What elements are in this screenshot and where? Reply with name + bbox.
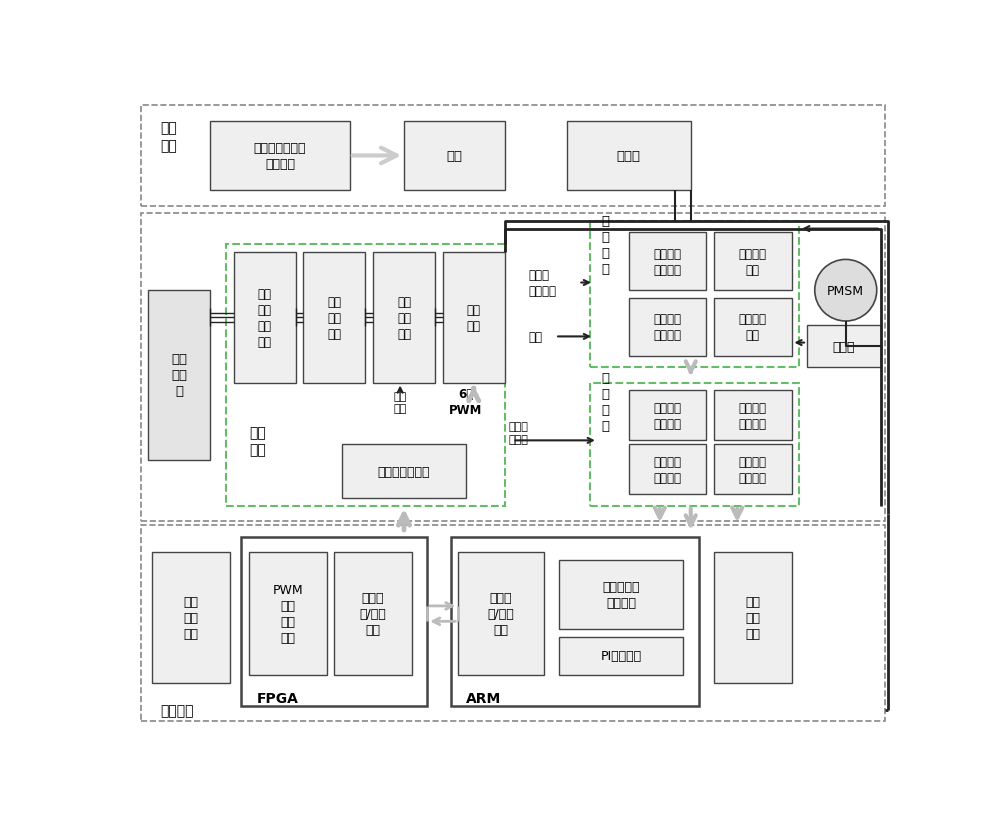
Bar [140, 526, 885, 721]
Bar [334, 552, 412, 676]
Text: 电源
管理
模块: 电源 管理 模块 [183, 595, 198, 640]
Text: PWM
信号
互锁
保护: PWM 信号 互锁 保护 [272, 584, 303, 644]
Text: 整流
滤波
模块: 整流 滤波 模块 [327, 296, 341, 340]
Bar [629, 299, 706, 356]
Text: 转子位置
检测模块: 转子位置 检测模块 [654, 313, 682, 342]
Text: 逆变
模块: 逆变 模块 [467, 303, 481, 332]
Text: 控制单元: 控制单元 [160, 703, 193, 717]
Bar [152, 552, 230, 683]
Bar [629, 445, 706, 494]
Text: 三相
交流
电: 三相 交流 电 [171, 353, 187, 398]
Text: 温度检测与风扇
驱动模块: 温度检测与风扇 驱动模块 [254, 142, 306, 171]
Text: 电流欠压
保护模块: 电流欠压 保护模块 [739, 402, 767, 431]
Bar [140, 106, 885, 206]
Text: 温度: 温度 [528, 330, 542, 344]
Text: PI电流控制: PI电流控制 [600, 650, 642, 662]
Text: 三相
进线
滤波
模块: 三相 进线 滤波 模块 [258, 287, 272, 349]
Text: 电流检测
模块: 电流检测 模块 [739, 248, 767, 277]
Text: 母线过流
保护模块: 母线过流 保护模块 [654, 455, 682, 484]
Bar [140, 214, 885, 522]
Bar [714, 233, 792, 291]
Bar [590, 383, 799, 506]
Text: 能耗
制动
模块: 能耗 制动 模块 [397, 296, 411, 340]
Text: 驱动故障
保护模块: 驱动故障 保护模块 [739, 455, 767, 484]
Bar [559, 637, 683, 676]
Text: 散热器: 散热器 [617, 150, 641, 163]
Bar [629, 233, 706, 291]
Text: ARM: ARM [466, 691, 501, 705]
Text: 检
测
单
元: 检 测 单 元 [602, 214, 610, 275]
Bar [458, 552, 544, 676]
Text: 驱动故
障信号: 驱动故 障信号 [509, 422, 528, 445]
Bar [714, 552, 792, 683]
Bar [373, 253, 435, 383]
Text: 故障诊
断/保护
模块: 故障诊 断/保护 模块 [360, 591, 386, 637]
Text: 母线电
压、电流: 母线电 压、电流 [528, 268, 556, 297]
Bar [450, 537, 698, 706]
Text: 散热
单元: 散热 单元 [160, 122, 177, 152]
Text: PMSM: PMSM [827, 284, 864, 297]
Bar [148, 291, 210, 460]
Bar [714, 299, 792, 356]
Bar [807, 325, 881, 368]
Text: 自适应反演
滑膜控制: 自适应反演 滑膜控制 [602, 580, 640, 609]
Bar [567, 122, 691, 191]
Bar [249, 552, 326, 676]
Bar [234, 253, 296, 383]
Bar [241, 537, 427, 706]
Text: 风扇: 风扇 [446, 150, 462, 163]
Text: 6路
PWM: 6路 PWM [449, 388, 483, 416]
Text: 温度检测
模块: 温度检测 模块 [739, 313, 767, 342]
Text: 保
护
单
元: 保 护 单 元 [602, 372, 610, 433]
Bar [210, 122, 350, 191]
Bar [303, 253, 365, 383]
Text: 驱动
单元: 驱动 单元 [249, 426, 266, 456]
Text: 通信
接口
模块: 通信 接口 模块 [745, 595, 760, 640]
Text: 编码器: 编码器 [833, 340, 855, 353]
Text: 母线电压
检测模块: 母线电压 检测模块 [654, 248, 682, 277]
Bar [590, 222, 799, 368]
Circle shape [815, 260, 877, 321]
Text: 故障诊
断/保护
模块: 故障诊 断/保护 模块 [488, 591, 514, 637]
Bar [404, 122, 505, 191]
Text: 驱动
单元: 驱动 单元 [394, 391, 407, 413]
Bar [443, 253, 505, 383]
Text: FPGA: FPGA [257, 691, 299, 705]
Bar [714, 445, 792, 494]
Bar [714, 391, 792, 440]
Text: 隔离与驱动模块: 隔离与驱动模块 [378, 465, 430, 478]
Bar [342, 445, 466, 498]
Bar [226, 245, 505, 506]
Text: 母线过压
保护模块: 母线过压 保护模块 [654, 402, 682, 431]
Bar [629, 391, 706, 440]
Bar [559, 560, 683, 629]
